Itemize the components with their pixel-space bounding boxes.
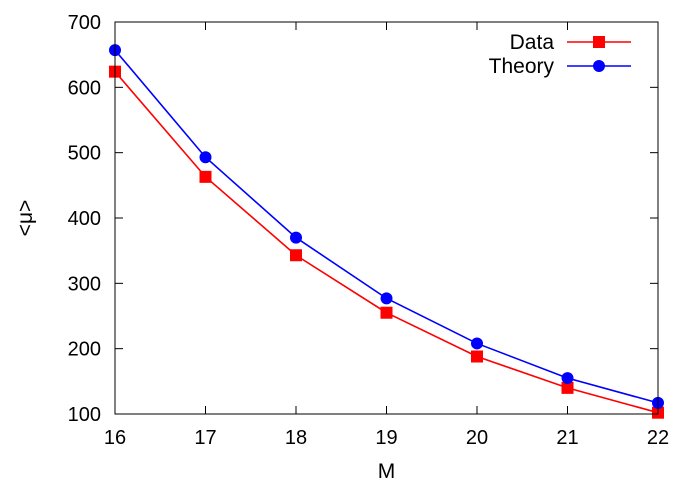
x-axis-label: M [378,460,396,483]
legend-entry-theory: Theory [489,55,631,78]
ticks-layer: 16 17 18 19 20 21 22 100 200 300 400 500 600 700 [68,12,670,449]
legend-marker [593,36,605,48]
data-point-theory [290,231,302,244]
x-tick-label: 22 [647,427,669,449]
data-point-theory [199,151,212,164]
legend-label: Data [510,31,555,54]
y-tick-label: 300 [68,273,101,295]
data-point-data [290,249,302,262]
y-tick-label: 200 [68,339,101,361]
series-line-data [114,71,659,414]
series-theory [109,44,664,409]
data-point-data [199,170,212,183]
data-point-theory [561,372,574,385]
y-tick-label: 500 [68,143,101,165]
data-point-data [471,350,483,363]
x-tick-label: 19 [375,427,397,449]
legend-label: Theory [489,55,555,78]
x-tick-label: 18 [285,427,307,449]
y-tick-label: 400 [68,208,101,230]
x-tick-label: 16 [104,427,126,449]
data-point-data [380,306,393,319]
x-tick-label: 17 [194,427,216,449]
legend-marker [593,60,605,72]
plot-frame [114,21,659,415]
data-point-theory [471,337,483,350]
data-point-theory [380,292,393,305]
data-point-data [561,381,574,394]
y-tick-label: 100 [68,404,101,426]
y-tick-label: 600 [68,77,101,99]
y-tick-label: 700 [68,12,101,34]
series-layer [109,44,664,419]
series-data [109,65,664,419]
x-tick-label: 20 [466,427,488,449]
legend-entry-data: Data [510,31,631,54]
x-tick-label: 21 [556,427,578,449]
y-axis-label: <μ> [14,200,37,237]
series-line-theory [114,49,659,404]
